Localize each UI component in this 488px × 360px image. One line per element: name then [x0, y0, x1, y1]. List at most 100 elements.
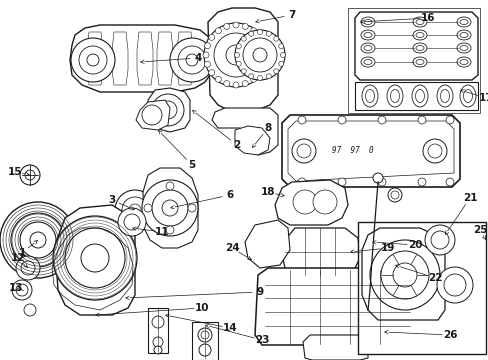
Text: 17: 17 [478, 93, 488, 103]
Polygon shape [235, 126, 269, 155]
Ellipse shape [456, 57, 470, 67]
Text: 13: 13 [9, 283, 23, 293]
Circle shape [248, 74, 253, 79]
Polygon shape [361, 228, 444, 320]
Circle shape [65, 228, 125, 288]
Circle shape [81, 244, 109, 272]
Circle shape [235, 30, 285, 80]
Circle shape [266, 31, 271, 36]
Text: 6: 6 [226, 190, 233, 200]
Ellipse shape [363, 32, 371, 37]
Circle shape [21, 261, 35, 275]
Polygon shape [136, 100, 170, 130]
Circle shape [203, 23, 267, 87]
Circle shape [153, 337, 163, 347]
Circle shape [242, 81, 248, 86]
Circle shape [25, 170, 35, 180]
Polygon shape [282, 115, 459, 187]
Circle shape [297, 116, 305, 124]
Circle shape [430, 231, 448, 249]
Ellipse shape [415, 32, 423, 37]
Circle shape [248, 31, 253, 36]
Circle shape [24, 304, 36, 316]
Circle shape [445, 178, 453, 186]
Polygon shape [177, 32, 193, 85]
Circle shape [165, 226, 174, 234]
Circle shape [203, 52, 208, 58]
Circle shape [11, 213, 65, 267]
Circle shape [390, 191, 398, 199]
Circle shape [427, 144, 441, 158]
Ellipse shape [459, 45, 467, 50]
Circle shape [292, 190, 316, 214]
Circle shape [225, 45, 245, 65]
Circle shape [234, 53, 239, 58]
Circle shape [252, 48, 266, 62]
Circle shape [124, 214, 140, 230]
Circle shape [30, 232, 46, 248]
Polygon shape [112, 32, 128, 85]
Circle shape [122, 197, 148, 223]
Polygon shape [70, 25, 209, 92]
Circle shape [142, 180, 198, 236]
Text: 11: 11 [154, 227, 169, 237]
Circle shape [369, 240, 439, 310]
Polygon shape [148, 88, 190, 132]
Circle shape [257, 69, 263, 76]
Circle shape [243, 38, 276, 72]
Text: 22: 22 [427, 273, 441, 283]
Ellipse shape [459, 19, 467, 24]
Circle shape [250, 76, 256, 82]
Circle shape [224, 23, 229, 30]
Circle shape [208, 34, 214, 40]
Ellipse shape [365, 90, 374, 103]
Polygon shape [207, 8, 278, 112]
Ellipse shape [390, 90, 399, 103]
Circle shape [379, 325, 389, 335]
Polygon shape [137, 32, 153, 85]
Circle shape [377, 178, 385, 186]
Polygon shape [354, 12, 477, 80]
Bar [347, 8, 479, 113]
Polygon shape [282, 228, 359, 275]
Text: 9: 9 [256, 287, 263, 297]
Circle shape [154, 346, 162, 354]
Circle shape [263, 52, 268, 58]
Circle shape [372, 173, 382, 183]
Circle shape [337, 178, 346, 186]
Circle shape [424, 225, 454, 255]
Ellipse shape [415, 59, 423, 64]
Text: 25: 25 [472, 225, 486, 235]
Circle shape [71, 38, 115, 82]
Polygon shape [142, 168, 198, 248]
Circle shape [165, 182, 174, 190]
Ellipse shape [456, 17, 470, 27]
Ellipse shape [456, 43, 470, 53]
Text: 7: 7 [288, 10, 295, 20]
Ellipse shape [411, 85, 427, 107]
Ellipse shape [361, 85, 377, 107]
Circle shape [232, 22, 239, 28]
Circle shape [53, 216, 137, 300]
Text: 16: 16 [420, 13, 434, 23]
Text: 14: 14 [222, 323, 237, 333]
Circle shape [417, 116, 425, 124]
Ellipse shape [459, 32, 467, 37]
Circle shape [143, 204, 152, 212]
Circle shape [224, 81, 229, 86]
Text: 10: 10 [194, 303, 209, 313]
Text: 3: 3 [108, 195, 115, 205]
Circle shape [159, 101, 177, 119]
Circle shape [0, 202, 76, 278]
Text: 12: 12 [11, 253, 25, 263]
Circle shape [170, 38, 214, 82]
Circle shape [215, 28, 221, 34]
Circle shape [436, 267, 472, 303]
Circle shape [278, 61, 283, 66]
Text: 5: 5 [188, 160, 195, 170]
Circle shape [280, 53, 285, 58]
Ellipse shape [459, 85, 475, 107]
Text: 2: 2 [233, 140, 240, 150]
Circle shape [201, 331, 208, 339]
Circle shape [392, 263, 416, 287]
